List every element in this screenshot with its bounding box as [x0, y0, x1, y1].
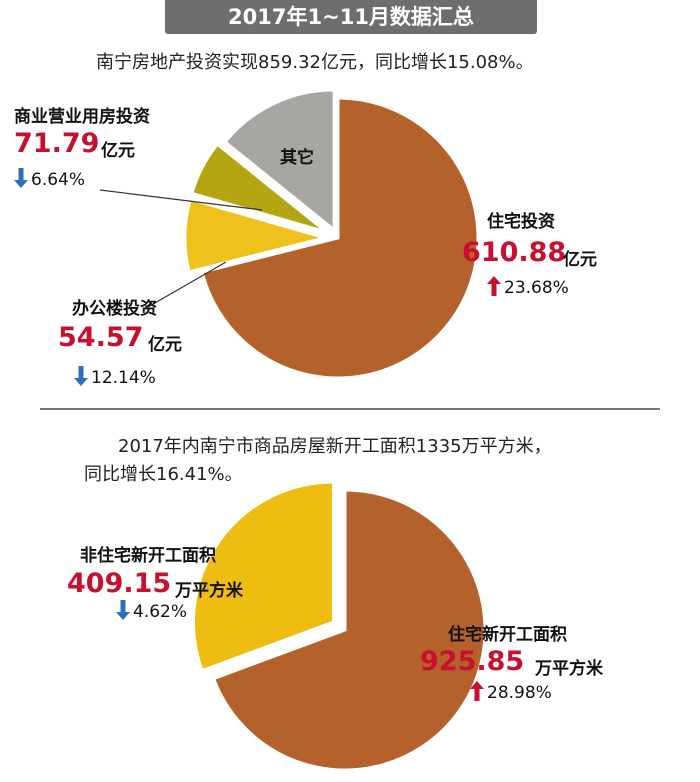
- pie1-label-commercial: 商业营业用房投资: [14, 107, 150, 127]
- pie1-change-commercial-value: 6.64%: [31, 170, 86, 190]
- pie1-unit-commercial: 亿元: [101, 141, 135, 161]
- pie-slice-commercial: [183, 197, 331, 274]
- pie2-change-residential: 28.98%: [470, 681, 552, 703]
- leader-line-office: [147, 261, 227, 308]
- pie2-label-residential: 住宅新开工面积: [448, 625, 567, 645]
- pie-slice-non-residential: [192, 480, 336, 673]
- pie1-label-residential: 住宅投资: [487, 212, 555, 232]
- pie1-value-residential: 610.88: [462, 237, 567, 268]
- pie1-value-office: 54.57: [58, 322, 144, 353]
- pie2-unit-non-residential: 万平方米: [175, 581, 243, 601]
- leader-lines: [99, 189, 263, 308]
- pie2-change-non-residential: 4.62%: [116, 600, 187, 622]
- arrow-up-icon: [470, 681, 484, 701]
- pie2-change-non-residential-value: 4.62%: [133, 602, 188, 622]
- pie-slice-other: [222, 88, 336, 234]
- arrow-down-icon: [14, 168, 28, 188]
- pie-slice-residential: [211, 488, 487, 772]
- banner-title: 2017年1~11月数据汇总: [165, 0, 537, 34]
- section-divider: [40, 408, 660, 410]
- pie1-change-office-value: 12.14%: [91, 368, 156, 388]
- section1-summary: 南宁房地产投资实现859.32亿元，同比增长15.08%。: [96, 52, 534, 73]
- pie1-value-commercial: 71.79: [14, 128, 100, 159]
- pie2-value-residential: 925.85: [420, 646, 525, 677]
- arrow-down-icon: [116, 600, 130, 620]
- arrow-up-icon: [487, 276, 501, 296]
- pie2-change-residential-value: 28.98%: [487, 683, 552, 703]
- pie1-change-office: 12.14%: [74, 366, 156, 388]
- pie-chart-new-construction: [192, 480, 487, 772]
- leader-line-commercial: [99, 189, 263, 211]
- section2-summary-line2: 同比增长16.41%。: [84, 464, 243, 485]
- pie-slice-residential: [200, 96, 480, 380]
- pie2-unit-residential: 万平方米: [535, 659, 603, 679]
- pie2-value-non-residential: 409.15: [67, 568, 172, 599]
- pie-chart-investment: [183, 88, 480, 380]
- pie1-label-other: 其它: [280, 148, 314, 168]
- arrow-down-icon: [74, 366, 88, 386]
- pie1-change-commercial: 6.64%: [14, 168, 85, 190]
- pie1-change-residential-value: 23.68%: [504, 278, 569, 298]
- pie1-change-residential: 23.68%: [487, 276, 569, 298]
- pie1-unit-residential: 亿元: [563, 250, 597, 270]
- pie2-label-non-residential: 非住宅新开工面积: [80, 546, 216, 566]
- pie1-label-office: 办公楼投资: [72, 299, 157, 319]
- section2-summary-line1: 2017年内南宁市商品房屋新开工面积1335万平方米，: [118, 436, 552, 457]
- pie1-unit-office: 亿元: [148, 335, 182, 355]
- pie-slice-office: [190, 142, 328, 234]
